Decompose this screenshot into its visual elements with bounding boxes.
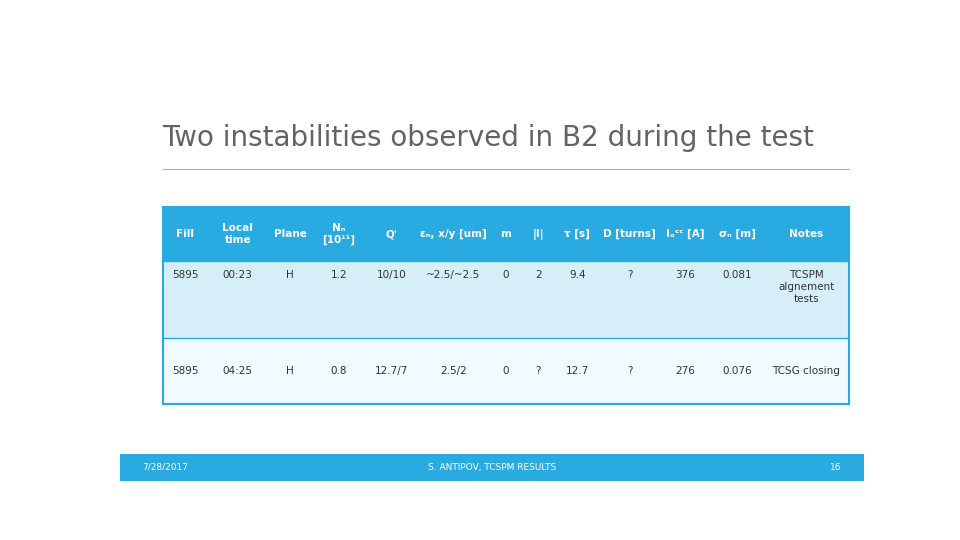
Text: 0: 0 (502, 366, 509, 376)
Text: 2: 2 (535, 271, 541, 280)
Text: 2.5/2: 2.5/2 (440, 366, 467, 376)
Text: 7/28/2017: 7/28/2017 (142, 463, 188, 471)
Text: σₙ [m]: σₙ [m] (719, 229, 756, 239)
Text: H: H (286, 366, 294, 376)
Text: 376: 376 (675, 271, 695, 280)
Bar (162, 261, 849, 338)
Text: H: H (286, 271, 294, 280)
Text: Q': Q' (385, 229, 397, 239)
Text: 16: 16 (830, 463, 842, 471)
Text: Notes: Notes (789, 229, 823, 239)
Text: εₙ, x/y [um]: εₙ, x/y [um] (420, 229, 487, 239)
Text: 12.7: 12.7 (565, 366, 589, 376)
Text: 04:25: 04:25 (223, 366, 252, 376)
Text: 0: 0 (502, 271, 509, 280)
Text: TCSG closing: TCSG closing (772, 366, 840, 376)
Text: 12.7/7: 12.7/7 (374, 366, 408, 376)
Text: S. ANTIPOV, TCSPM RESULTS: S. ANTIPOV, TCSPM RESULTS (428, 463, 556, 471)
Text: 5895: 5895 (172, 366, 199, 376)
Text: Fill: Fill (177, 229, 195, 239)
Text: m: m (500, 229, 511, 239)
Text: TCSPM
algnement
tests: TCSPM algnement tests (778, 271, 834, 303)
Text: ?: ? (627, 271, 633, 280)
Text: 0.076: 0.076 (723, 366, 753, 376)
Text: Two instabilities observed in B2 during the test: Two instabilities observed in B2 during … (162, 124, 814, 152)
Text: D [turns]: D [turns] (603, 229, 656, 239)
Text: 9.4: 9.4 (569, 271, 586, 280)
Text: Plane: Plane (274, 229, 306, 239)
Text: 0.8: 0.8 (331, 366, 348, 376)
Text: |I|: |I| (533, 229, 544, 240)
Text: 1.2: 1.2 (330, 271, 348, 280)
Text: ?: ? (536, 366, 541, 376)
Text: 0.081: 0.081 (723, 271, 753, 280)
Text: τ [s]: τ [s] (564, 229, 590, 239)
Text: ?: ? (627, 366, 633, 376)
Text: 5895: 5895 (172, 271, 199, 280)
Text: Nₙ
[10¹¹]: Nₙ [10¹¹] (323, 223, 355, 245)
Text: Iₒᶜᶜ [A]: Iₒᶜᶜ [A] (666, 229, 705, 239)
Bar (162, 338, 849, 403)
Bar (120, 454, 864, 481)
Text: Local
time: Local time (223, 224, 253, 245)
Text: 10/10: 10/10 (376, 271, 406, 280)
Bar (162, 207, 849, 403)
Text: 00:23: 00:23 (223, 271, 252, 280)
Text: 276: 276 (675, 366, 695, 376)
Text: ~2.5/~2.5: ~2.5/~2.5 (426, 271, 480, 280)
Bar (162, 207, 849, 261)
